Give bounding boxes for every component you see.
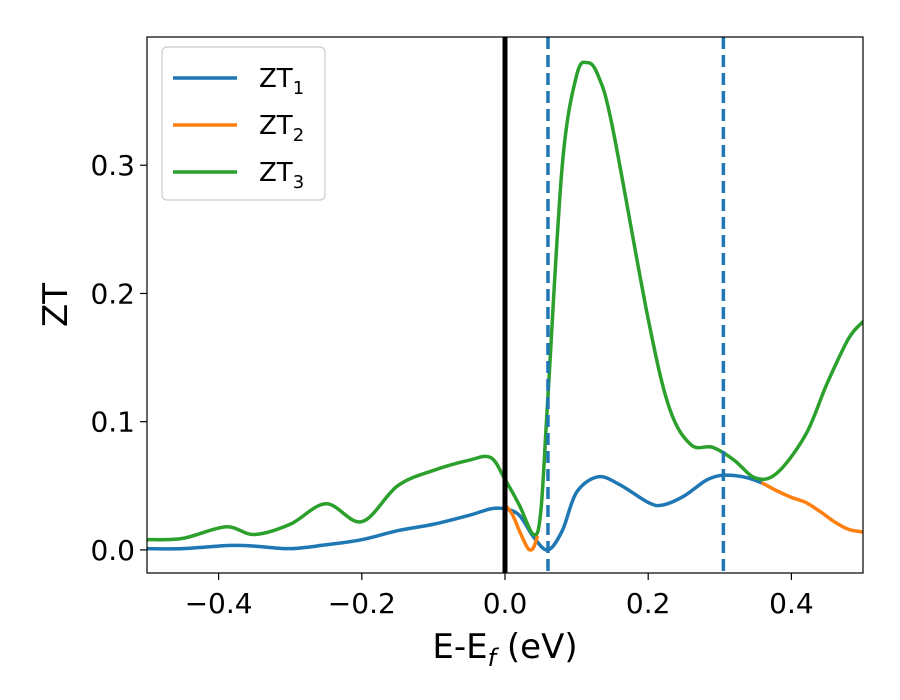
- legend-box: [161, 46, 326, 201]
- x-tick-label: 0.4: [769, 587, 814, 620]
- series-line-zt3: [147, 60, 863, 542]
- legend-label-zt2: ZT2: [259, 111, 304, 146]
- ticks-layer: −0.4 −0.2 0.0 0.2 0.4 0.0 0.1 0.2 0.3: [90, 149, 813, 620]
- legend: ZT1 ZT2 ZT3: [161, 46, 326, 201]
- series-layer: [147, 60, 863, 552]
- y-axis-label: ZT: [36, 283, 76, 327]
- reference-lines-layer: [502, 37, 726, 573]
- y-tick-label: 0.1: [90, 406, 135, 439]
- x-axis-label: E-Ef (eV): [432, 627, 577, 672]
- x-axis-label-main: E-E: [432, 627, 487, 667]
- series-line-zt2-part1: [503, 503, 539, 552]
- y-tick-label: 0.0: [90, 534, 135, 567]
- x-tick-label: −0.2: [328, 587, 396, 620]
- x-axis-label-unit: (eV): [496, 627, 578, 667]
- x-tick-label: −0.4: [185, 587, 253, 620]
- y-tick-label: 0.2: [90, 277, 135, 310]
- x-tick-label: 0.2: [626, 587, 671, 620]
- x-tick-label: 0.0: [483, 587, 528, 620]
- legend-label-zt3: ZT3: [259, 158, 304, 193]
- series-line-zt2-part2: [761, 481, 863, 534]
- legend-label-zt1: ZT1: [259, 64, 304, 99]
- y-tick-label: 0.3: [90, 149, 135, 182]
